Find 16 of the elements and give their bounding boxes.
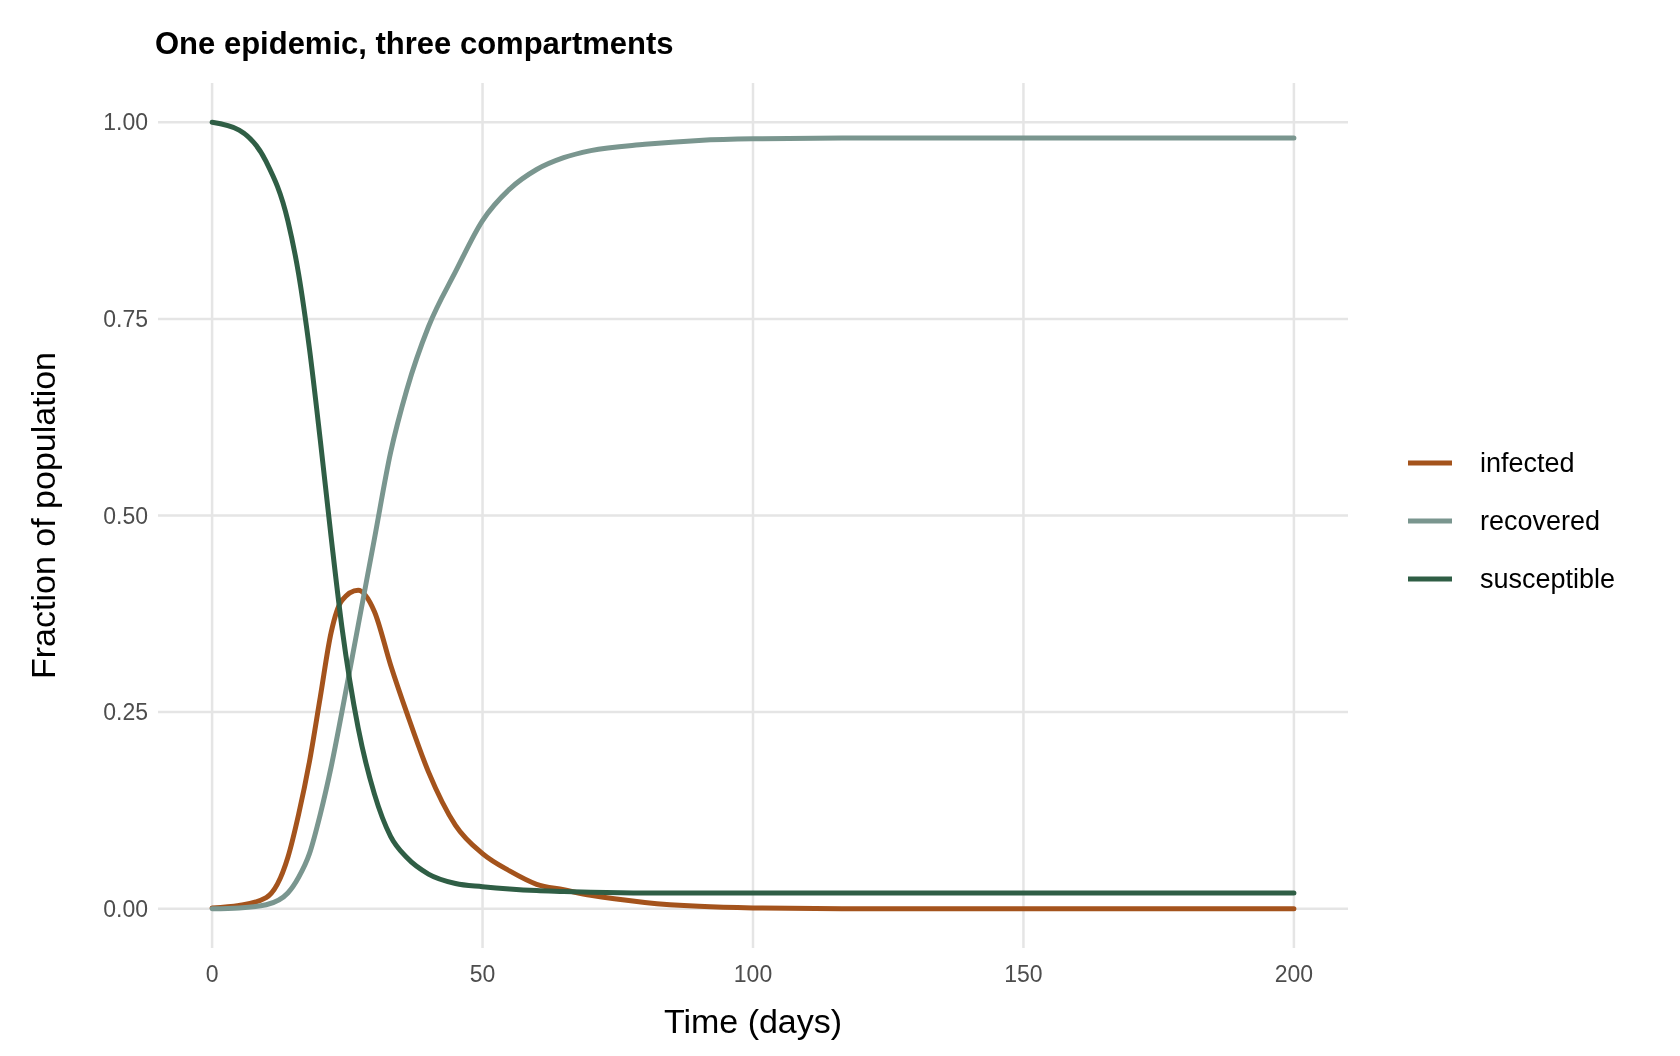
x-tick-label: 50: [469, 961, 496, 987]
y-tick-label: 0.75: [103, 305, 148, 332]
y-axis-title: Fraction of population: [24, 352, 62, 679]
y-tick-label: 0.00: [103, 895, 148, 922]
x-tick-label: 100: [733, 961, 773, 987]
x-axis-title: Time (days): [663, 1002, 843, 1040]
x-tick-label: 150: [1004, 961, 1043, 987]
legend-label: susceptible: [1480, 564, 1616, 594]
legend-label: recovered: [1480, 506, 1601, 536]
chart-title: One epidemic, three compartments: [155, 26, 674, 61]
y-tick-label: 0.25: [103, 699, 148, 726]
y-tick-label: 0.50: [103, 502, 148, 529]
x-tick-label: 200: [1274, 961, 1314, 987]
y-tick-label: 1.00: [103, 109, 148, 136]
x-tick-label: 0: [205, 961, 219, 987]
legend-label: infected: [1480, 448, 1575, 478]
